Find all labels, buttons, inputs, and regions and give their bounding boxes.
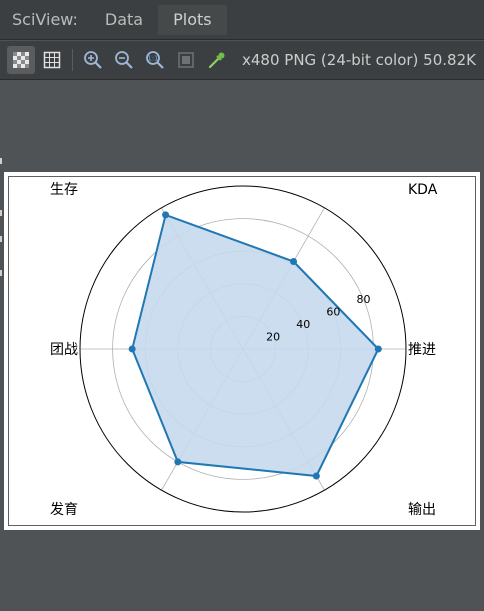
toolbar-separator [72, 49, 73, 71]
data-point [312, 472, 320, 480]
category-label: 推进 [408, 342, 436, 358]
r-tick-label: 80 [356, 293, 370, 306]
checkerboard-background-icon [13, 52, 29, 68]
tool-window-title: SciView: [12, 10, 78, 29]
plot-toolbar: 1:1 x480 PNG (24-bit color) 50.82K [0, 41, 484, 80]
actual-size-button[interactable]: 1:1 [141, 46, 169, 74]
fit-icon [178, 52, 194, 68]
category-label: 发育 [50, 502, 78, 518]
r-tick-label: 60 [326, 306, 340, 319]
color-picker-icon [208, 52, 225, 69]
category-label: 输出 [408, 502, 436, 518]
data-point [290, 257, 298, 265]
fit-zoom-button[interactable] [172, 46, 200, 74]
data-point [174, 458, 182, 466]
zoom-out-button[interactable] [110, 46, 138, 74]
zoom-out-icon [115, 51, 133, 69]
r-tick-label: 40 [296, 318, 310, 331]
grid-background-icon [43, 51, 61, 69]
tab-data[interactable]: Data [104, 9, 144, 29]
zoom-in-icon [84, 51, 102, 69]
svg-text:1:1: 1:1 [147, 55, 158, 63]
checkerboard-background-button[interactable] [7, 46, 35, 74]
r-tick-label: 20 [266, 331, 280, 344]
grid-background-button[interactable] [38, 46, 66, 74]
category-label: 团战 [50, 342, 78, 358]
color-picker-button[interactable] [203, 46, 231, 74]
data-point [374, 345, 382, 353]
series-area [132, 214, 379, 476]
data-point [162, 211, 170, 219]
image-info-text: x480 PNG (24-bit color) 50.82K [242, 51, 476, 69]
actual-size-icon: 1:1 [146, 51, 164, 69]
category-label: KDA [408, 182, 438, 198]
zoom-in-button[interactable] [79, 46, 107, 74]
category-label: 生存 [50, 182, 78, 198]
tool-window-header: SciView: Data Plots [0, 0, 484, 40]
plot-image: 20 40 60 80 推进 KDA 生存团战发育 输出 [8, 176, 476, 526]
data-point [128, 345, 136, 353]
polar-outer-circle [79, 185, 407, 513]
plot-image-frame: 20 40 60 80 推进 KDA 生存团战发育 输出 [4, 172, 480, 530]
tab-plots[interactable]: Plots [158, 4, 227, 35]
